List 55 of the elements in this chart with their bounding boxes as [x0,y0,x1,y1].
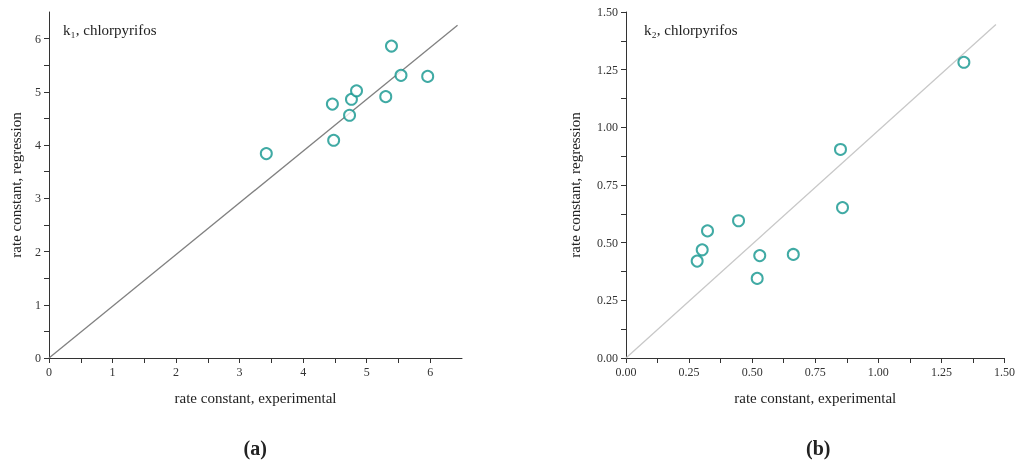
point [421,69,435,83]
point [343,108,357,122]
x-axis-title: rate constant, experimental [174,389,337,406]
point [690,254,704,268]
annotation: k₁, chlorpyrifos [63,21,157,38]
y-tick-label: 3 [35,191,41,206]
y-tick-label: 0.50 [597,235,618,250]
x-tick-label: 2 [173,365,180,379]
point [753,249,767,263]
y-tick-label: 0.00 [597,351,618,365]
point [695,243,709,257]
point [786,247,800,261]
y-tick-label: 6 [35,31,41,46]
x-axis-title: rate constant, experimental [734,389,897,406]
y-tick-label: 2 [35,244,41,259]
x-tick-label: 4 [300,365,307,379]
point [701,224,714,238]
point [732,214,746,228]
x-tick-label: 0.25 [678,365,700,379]
y-tick-label: 0.25 [597,293,618,308]
x-tick-label: 5 [363,365,370,379]
text: (b) [806,437,831,460]
point [350,84,364,98]
x-tick-label: 3 [236,365,243,379]
point [750,271,764,285]
point [327,133,341,147]
y-tick-label: 5 [35,84,41,99]
point [259,147,273,161]
y-tick-label: 1.25 [597,62,618,77]
point [379,90,393,104]
point [836,201,849,215]
y-tick-label: 1.00 [597,120,618,135]
y-tick-label: 1 [35,297,41,312]
y-axis-title: rate constant, regression [7,111,24,258]
x-tick-label: 6 [427,365,434,379]
x-tick-label: 0 [46,365,52,379]
x-tick-label: 0.75 [804,365,826,379]
y-tick-label: 1.50 [597,5,618,19]
x-tick-label: 1.00 [867,365,889,379]
point [833,142,847,156]
point [325,97,339,111]
text: (a) [243,437,267,460]
y-axis-title: rate constant, regression [566,111,583,258]
point [957,55,971,69]
x-tick-label: 0.00 [615,365,637,379]
y-tick-label: 4 [35,138,41,153]
y-tick-label: 0 [35,351,41,365]
x-tick-label: 1 [109,365,116,379]
x-tick-label: 0.50 [741,365,763,379]
point [394,68,408,82]
x-tick-label: 1.50 [994,365,1015,379]
point [384,39,398,53]
annotation: k₂, chlorpyrifos [644,21,738,38]
y-tick-label: 0.75 [597,178,618,192]
x-tick-label: 1.25 [930,365,952,379]
